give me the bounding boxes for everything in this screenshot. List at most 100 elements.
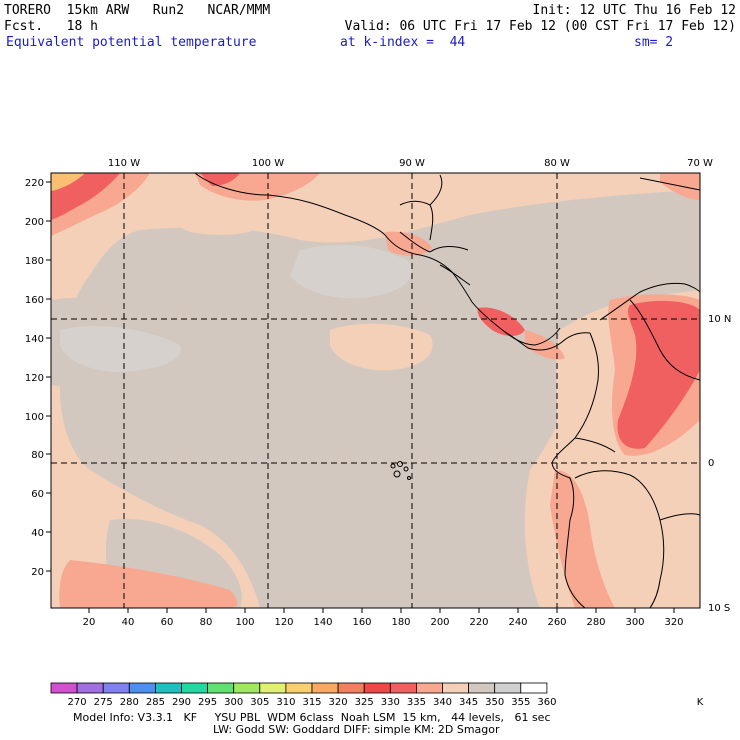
colorbar-label: 270 [68, 697, 87, 708]
colorbar-label: 330 [381, 697, 400, 708]
coastlines [194, 172, 701, 609]
colorbar-swatch [128, 682, 156, 694]
colorbar-label: 335 [407, 697, 426, 708]
colorbar-label: 345 [459, 697, 478, 708]
island-1 [390, 463, 396, 469]
y-tick-label: 100 [25, 412, 44, 423]
field-grey-central [60, 190, 700, 608]
model-info-line1: Model Info: V3.3.1 KF YSU PBL WDM 6class… [73, 711, 551, 724]
map-frame [50, 172, 701, 609]
colorbar-label: 355 [511, 697, 530, 708]
y-tick-label: 220 [25, 178, 44, 189]
y-tick-label: 160 [25, 295, 44, 306]
model-run: Run2 [152, 3, 185, 18]
colorbar-label: 305 [250, 697, 269, 708]
forecast-hours: 18 h [66, 19, 98, 34]
x-tick-label: 100 [235, 617, 254, 628]
colorbar-swatch [259, 682, 287, 694]
colorbar-swatch [154, 682, 182, 694]
island-2 [397, 461, 403, 467]
colorbar-label: 295 [198, 697, 217, 708]
forecast-hour-row: Fcst. 18 h [4, 19, 98, 34]
colorbar-swatch [233, 682, 261, 694]
y-tick-label: 140 [25, 334, 44, 345]
colorbar-swatch [285, 682, 313, 694]
x-tick-label: 140 [313, 617, 332, 628]
y-tick-label: 60 [31, 489, 44, 500]
x-tick-label: 180 [391, 617, 410, 628]
lat-label: 10 N [708, 314, 731, 325]
colorbar-swatch [389, 682, 417, 694]
model-resolution: 15km ARW [66, 3, 130, 18]
colorbar-label: 290 [172, 697, 191, 708]
colorbar-swatch [494, 682, 522, 694]
border-central-america-inner [399, 231, 471, 286]
x-tick-label: 20 [83, 617, 96, 628]
colorbar-label: 350 [485, 697, 504, 708]
island-4 [393, 470, 401, 478]
colorbar: 270 275 280 285 290 295 300 305 310 315 320 325 330 3… [50, 682, 704, 708]
colorbar-swatch [76, 682, 104, 694]
colorbar-label: 315 [302, 697, 321, 708]
theta-e-field [51, 173, 700, 608]
colorbar-swatch [181, 682, 209, 694]
field-warm-panama [525, 330, 565, 360]
x-tick-label: 220 [469, 617, 488, 628]
colorbar-swatch [442, 682, 470, 694]
colorbar-label: 320 [329, 697, 348, 708]
field-warm-northwest-peak [51, 173, 85, 191]
lon-label: 80 W [544, 158, 570, 169]
island-3 [403, 466, 409, 472]
coast-venezuela-north [599, 282, 701, 321]
coast-cuba [639, 177, 701, 191]
lat-label: 0 [708, 458, 714, 469]
y-tick-label: 180 [25, 256, 44, 267]
y-tick-label: 40 [31, 528, 44, 539]
y-axis-labels: 20 40 60 80 100 120 140 160 180 200 220 [25, 178, 44, 578]
x-tick-label: 120 [274, 617, 293, 628]
field-peach-north [168, 198, 270, 235]
colorbar-swatch [363, 682, 391, 694]
colorbar-swatch [337, 682, 365, 694]
lon-label: 110 W [108, 158, 140, 169]
x-tick-label: 160 [352, 617, 371, 628]
x-tick-label: 60 [161, 617, 174, 628]
latitude-labels: 10 N 0 10 S [708, 314, 731, 614]
y-tick-label: 200 [25, 217, 44, 228]
x-tick-label: 80 [200, 617, 213, 628]
border-ecuador-peru [574, 437, 616, 453]
colorbar-label: 340 [433, 697, 452, 708]
colorbar-label: 310 [276, 697, 295, 708]
field-warm-mexico-core [200, 173, 240, 186]
coast-yucatan [399, 174, 443, 241]
x-tick-label: 200 [430, 617, 449, 628]
field-peach-center [330, 323, 433, 371]
colorbar-unit: K [697, 697, 704, 708]
field-lightgrey-1 [290, 244, 413, 299]
colorbar-swatch [468, 682, 496, 694]
colorbar-label: 325 [355, 697, 374, 708]
field-warm-andes-strip [550, 470, 615, 608]
galapagos-islands [390, 461, 411, 480]
field-name: Equivalent potential temperature [6, 35, 257, 50]
lon-label: 70 W [687, 158, 713, 169]
colorbar-label: 300 [224, 697, 243, 708]
model-org: NCAR/MMM [207, 3, 271, 18]
x-tick-label: 320 [664, 617, 683, 628]
model-name: TORERO [4, 3, 51, 18]
field-warm-guatemala [385, 231, 432, 256]
coast-panama [504, 331, 591, 351]
longitude-labels: 110 W 100 W 90 W 80 W 70 W [108, 158, 713, 169]
init-time: Init: 12 UTC Thu 16 Feb 12 [532, 3, 737, 18]
field-lightgrey-2 [60, 325, 181, 372]
graticule [51, 173, 700, 608]
colorbar-swatch [520, 682, 548, 694]
lon-label: 100 W [252, 158, 284, 169]
lat-label: 10 S [708, 603, 730, 614]
x-tick-label: 240 [508, 617, 527, 628]
border-south [659, 513, 701, 521]
field-warm-costa-rica [477, 307, 525, 336]
colorbar-swatch [50, 682, 78, 694]
smoothing: sm= 2 [634, 35, 674, 50]
